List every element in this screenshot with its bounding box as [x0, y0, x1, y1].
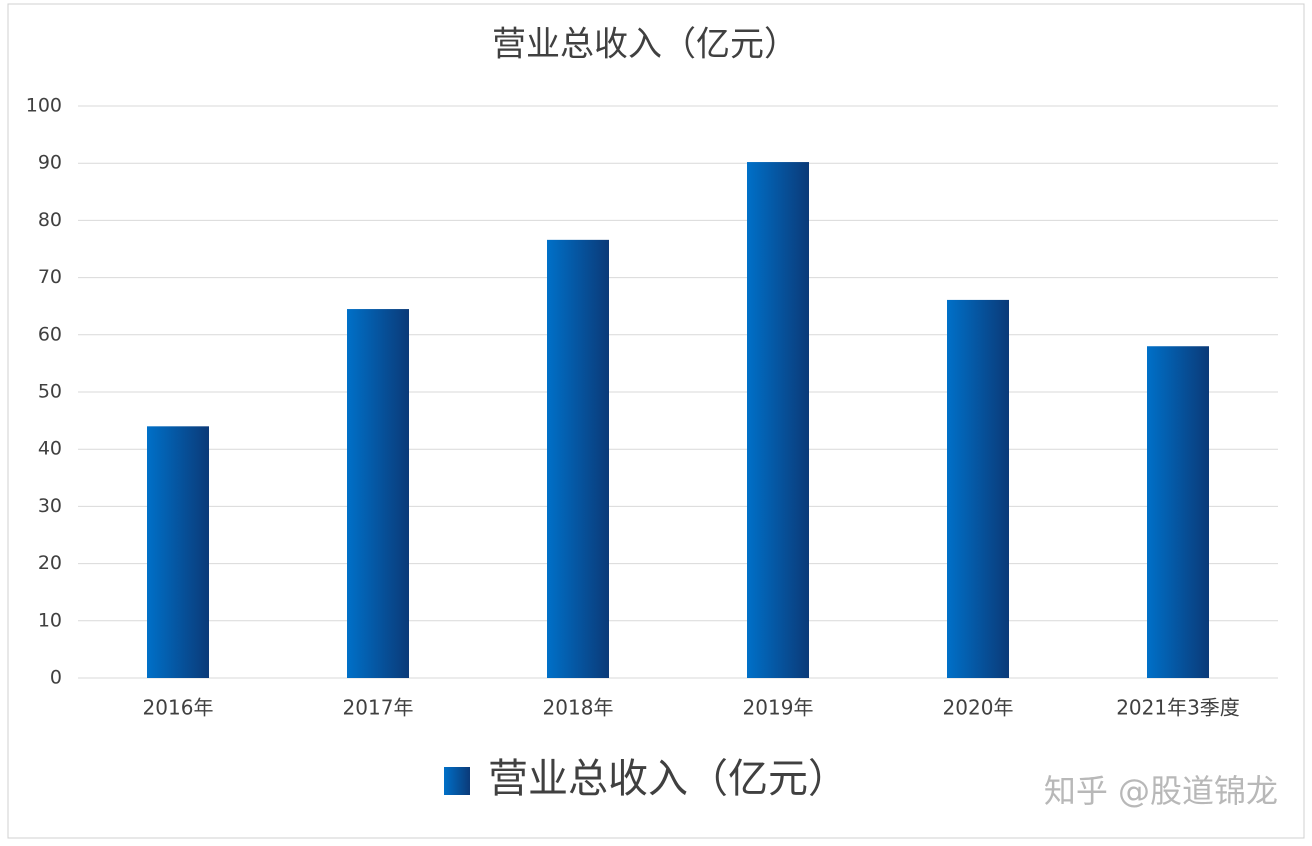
- y-tick-label: 30: [38, 495, 62, 517]
- y-tick-label: 80: [38, 209, 62, 231]
- bar: [1147, 346, 1209, 678]
- y-tick-label: 50: [38, 381, 62, 403]
- chart-title: 营业总收入（亿元）: [492, 25, 798, 65]
- watermark: 知乎 @股道锦龙: [1044, 772, 1278, 810]
- x-tick-label: 2016年: [143, 696, 214, 720]
- legend-swatch: [444, 767, 470, 795]
- y-tick-label: 0: [50, 667, 62, 689]
- x-tick-label: 2018年: [543, 696, 614, 720]
- y-tick-label: 60: [38, 323, 62, 345]
- y-tick-label: 90: [38, 152, 62, 174]
- y-tick-label: 100: [26, 95, 62, 117]
- bar: [347, 309, 409, 678]
- y-tick-label: 40: [38, 438, 62, 460]
- bar: [147, 426, 209, 678]
- y-tick-label: 70: [38, 266, 62, 288]
- y-tick-label: 10: [38, 609, 62, 631]
- x-tick-label: 2021年3季度: [1116, 696, 1240, 720]
- x-tick-label: 2017年: [343, 696, 414, 720]
- bar: [547, 239, 609, 678]
- x-tick-label: 2020年: [943, 696, 1014, 720]
- bar: [747, 162, 809, 678]
- bar: [947, 299, 1009, 678]
- x-tick-label: 2019年: [743, 696, 814, 720]
- legend-label: 营业总收入（亿元）: [488, 756, 848, 802]
- chart-frame: [7, 3, 1305, 839]
- y-tick-label: 20: [38, 552, 62, 574]
